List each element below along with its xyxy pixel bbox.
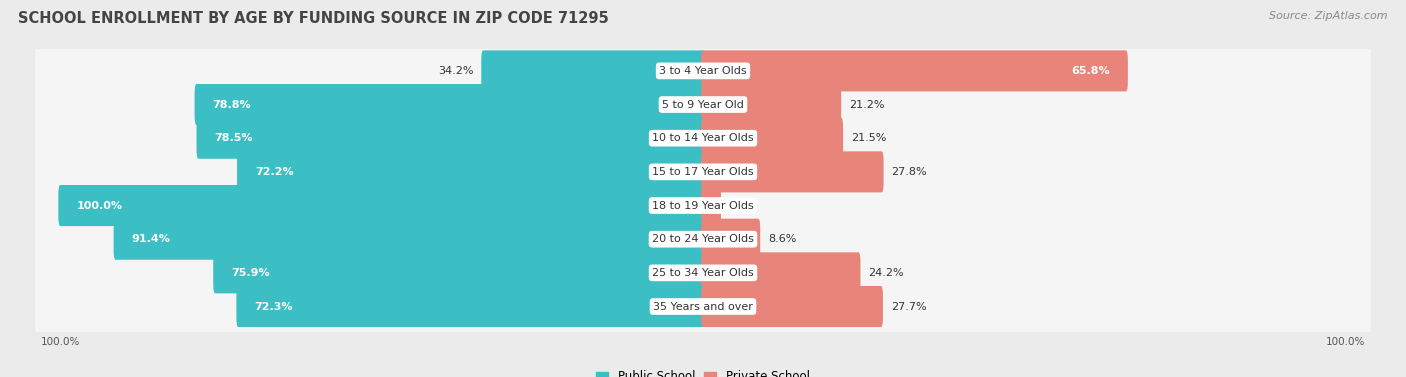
FancyBboxPatch shape [238, 151, 704, 192]
Text: 21.5%: 21.5% [851, 133, 886, 143]
FancyBboxPatch shape [35, 175, 1371, 236]
Text: 25 to 34 Year Olds: 25 to 34 Year Olds [652, 268, 754, 278]
Text: 24.2%: 24.2% [868, 268, 904, 278]
Text: 27.8%: 27.8% [891, 167, 927, 177]
FancyBboxPatch shape [35, 277, 1371, 337]
Text: 35 Years and over: 35 Years and over [652, 302, 754, 311]
FancyBboxPatch shape [35, 209, 1371, 269]
FancyBboxPatch shape [197, 118, 704, 159]
Text: 78.8%: 78.8% [212, 100, 252, 110]
Text: 0.0%: 0.0% [713, 201, 741, 210]
FancyBboxPatch shape [35, 142, 1371, 202]
FancyBboxPatch shape [35, 74, 1371, 135]
FancyBboxPatch shape [194, 84, 704, 125]
FancyBboxPatch shape [35, 75, 1371, 135]
Text: 27.7%: 27.7% [890, 302, 927, 311]
FancyBboxPatch shape [702, 51, 1128, 92]
FancyBboxPatch shape [35, 276, 1371, 337]
FancyBboxPatch shape [702, 252, 860, 293]
FancyBboxPatch shape [702, 118, 844, 159]
Text: 21.2%: 21.2% [849, 100, 884, 110]
FancyBboxPatch shape [35, 142, 1371, 202]
Text: 91.4%: 91.4% [132, 234, 170, 244]
FancyBboxPatch shape [236, 286, 704, 327]
FancyBboxPatch shape [35, 209, 1371, 270]
Text: 72.2%: 72.2% [254, 167, 294, 177]
Text: 10 to 14 Year Olds: 10 to 14 Year Olds [652, 133, 754, 143]
Text: 65.8%: 65.8% [1071, 66, 1109, 76]
FancyBboxPatch shape [702, 151, 883, 192]
FancyBboxPatch shape [35, 108, 1371, 169]
Text: 15 to 17 Year Olds: 15 to 17 Year Olds [652, 167, 754, 177]
FancyBboxPatch shape [702, 219, 761, 260]
FancyBboxPatch shape [114, 219, 704, 260]
FancyBboxPatch shape [702, 286, 883, 327]
Text: 72.3%: 72.3% [254, 302, 292, 311]
FancyBboxPatch shape [35, 243, 1371, 303]
Legend: Public School, Private School: Public School, Private School [592, 366, 814, 377]
Text: 5 to 9 Year Old: 5 to 9 Year Old [662, 100, 744, 110]
Text: 20 to 24 Year Olds: 20 to 24 Year Olds [652, 234, 754, 244]
FancyBboxPatch shape [58, 185, 704, 226]
Text: 8.6%: 8.6% [768, 234, 796, 244]
FancyBboxPatch shape [481, 51, 704, 92]
FancyBboxPatch shape [35, 176, 1371, 236]
FancyBboxPatch shape [35, 41, 1371, 101]
Text: 75.9%: 75.9% [231, 268, 270, 278]
Text: Source: ZipAtlas.com: Source: ZipAtlas.com [1270, 11, 1388, 21]
Text: SCHOOL ENROLLMENT BY AGE BY FUNDING SOURCE IN ZIP CODE 71295: SCHOOL ENROLLMENT BY AGE BY FUNDING SOUR… [18, 11, 609, 26]
Text: 34.2%: 34.2% [439, 66, 474, 76]
Text: 100.0%: 100.0% [76, 201, 122, 210]
FancyBboxPatch shape [702, 84, 841, 125]
FancyBboxPatch shape [214, 252, 704, 293]
FancyBboxPatch shape [35, 242, 1371, 303]
Text: 78.5%: 78.5% [215, 133, 253, 143]
Text: 3 to 4 Year Olds: 3 to 4 Year Olds [659, 66, 747, 76]
FancyBboxPatch shape [35, 108, 1371, 168]
Text: 18 to 19 Year Olds: 18 to 19 Year Olds [652, 201, 754, 210]
FancyBboxPatch shape [702, 185, 721, 226]
FancyBboxPatch shape [35, 41, 1371, 101]
